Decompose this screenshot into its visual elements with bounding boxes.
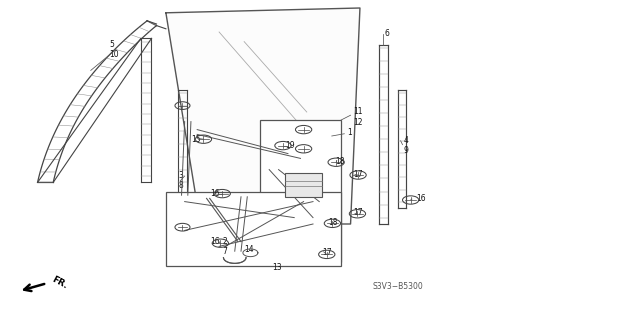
Polygon shape	[166, 8, 360, 224]
Text: 11
12: 11 12	[354, 107, 363, 126]
Text: 13: 13	[272, 263, 282, 272]
Bar	[285, 173, 322, 197]
Bar	[260, 120, 341, 262]
Text: 18: 18	[329, 218, 338, 227]
Text: 14: 14	[244, 245, 254, 254]
Text: 16: 16	[210, 189, 219, 198]
Text: 3
8: 3 8	[178, 171, 183, 190]
Text: 16: 16	[416, 194, 426, 203]
Text: 16: 16	[210, 237, 219, 246]
Text: 17: 17	[354, 208, 363, 217]
Text: 5
10: 5 10	[110, 40, 119, 59]
Text: 6: 6	[385, 29, 390, 38]
Text: 4
9: 4 9	[404, 136, 409, 155]
Text: S3V3−B5300: S3V3−B5300	[372, 282, 423, 291]
Text: 17: 17	[322, 248, 332, 257]
Bar	[166, 192, 341, 266]
Text: 15: 15	[191, 135, 200, 144]
Text: 17: 17	[354, 170, 363, 179]
Bar	[316, 134, 341, 142]
Text: 18: 18	[335, 157, 344, 166]
Text: FR.: FR.	[50, 274, 69, 290]
Text: 2
7: 2 7	[222, 237, 227, 256]
Text: 1: 1	[347, 128, 352, 137]
Text: 19: 19	[285, 141, 294, 150]
